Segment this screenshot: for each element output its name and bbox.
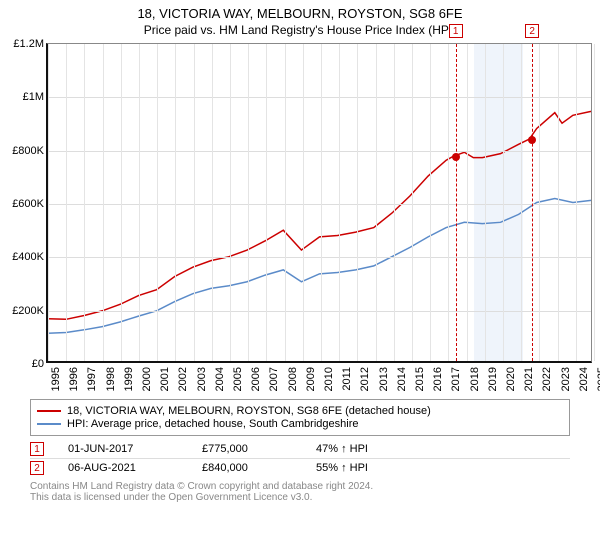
sale-date: 06-AUG-2021 — [68, 462, 178, 474]
chart-title: 18, VICTORIA WAY, MELBOURN, ROYSTON, SG8… — [0, 0, 600, 21]
plot-area: £0£200K£400K£600K£800K£1M£1.2M12 — [46, 43, 592, 363]
y-axis-label: £200K — [4, 305, 44, 317]
sale-pct: 47% ↑ HPI — [316, 443, 368, 455]
legend: 18, VICTORIA WAY, MELBOURN, ROYSTON, SG8… — [30, 399, 570, 436]
x-axis-label: 2025 — [596, 367, 600, 391]
legend-swatch — [37, 423, 61, 425]
footer-attribution: Contains HM Land Registry data © Crown c… — [30, 481, 570, 503]
sales-row: 1 01-JUN-2017 £775,000 47% ↑ HPI — [30, 440, 570, 459]
legend-row: 18, VICTORIA WAY, MELBOURN, ROYSTON, SG8… — [37, 405, 563, 417]
sale-date: 01-JUN-2017 — [68, 443, 178, 455]
legend-label: 18, VICTORIA WAY, MELBOURN, ROYSTON, SG8… — [67, 405, 431, 417]
sale-price: £840,000 — [202, 462, 292, 474]
legend-label: HPI: Average price, detached house, Sout… — [67, 418, 358, 430]
sale-number-box: 1 — [30, 442, 44, 456]
chart-area: £0£200K£400K£600K£800K£1M£1.2M12 1995199… — [46, 43, 592, 393]
sale-number-box: 2 — [30, 461, 44, 475]
y-axis-label: £400K — [4, 251, 44, 263]
sale-marker-dot — [528, 136, 536, 144]
sales-table: 1 01-JUN-2017 £775,000 47% ↑ HPI 2 06-AUG-202… — [30, 440, 570, 477]
legend-row: HPI: Average price, detached house, Sout… — [37, 418, 563, 430]
sale-marker-number: 2 — [525, 24, 539, 38]
series-hpi — [48, 199, 591, 334]
legend-swatch — [37, 410, 61, 412]
y-axis-label: £0 — [4, 358, 44, 370]
series-property — [48, 111, 591, 319]
y-axis-label: £1.2M — [4, 38, 44, 50]
y-axis-label: £800K — [4, 145, 44, 157]
sale-pct: 55% ↑ HPI — [316, 462, 368, 474]
sale-marker-dot — [452, 153, 460, 161]
chart-subtitle: Price paid vs. HM Land Registry's House … — [0, 21, 600, 43]
sale-marker-number: 1 — [449, 24, 463, 38]
line-series — [48, 44, 591, 361]
sales-row: 2 06-AUG-2021 £840,000 55% ↑ HPI — [30, 459, 570, 477]
y-axis-label: £600K — [4, 198, 44, 210]
footer-line: Contains HM Land Registry data © Crown c… — [30, 481, 570, 492]
footer-line: This data is licensed under the Open Gov… — [30, 492, 570, 503]
sale-price: £775,000 — [202, 443, 292, 455]
y-axis-label: £1M — [4, 91, 44, 103]
